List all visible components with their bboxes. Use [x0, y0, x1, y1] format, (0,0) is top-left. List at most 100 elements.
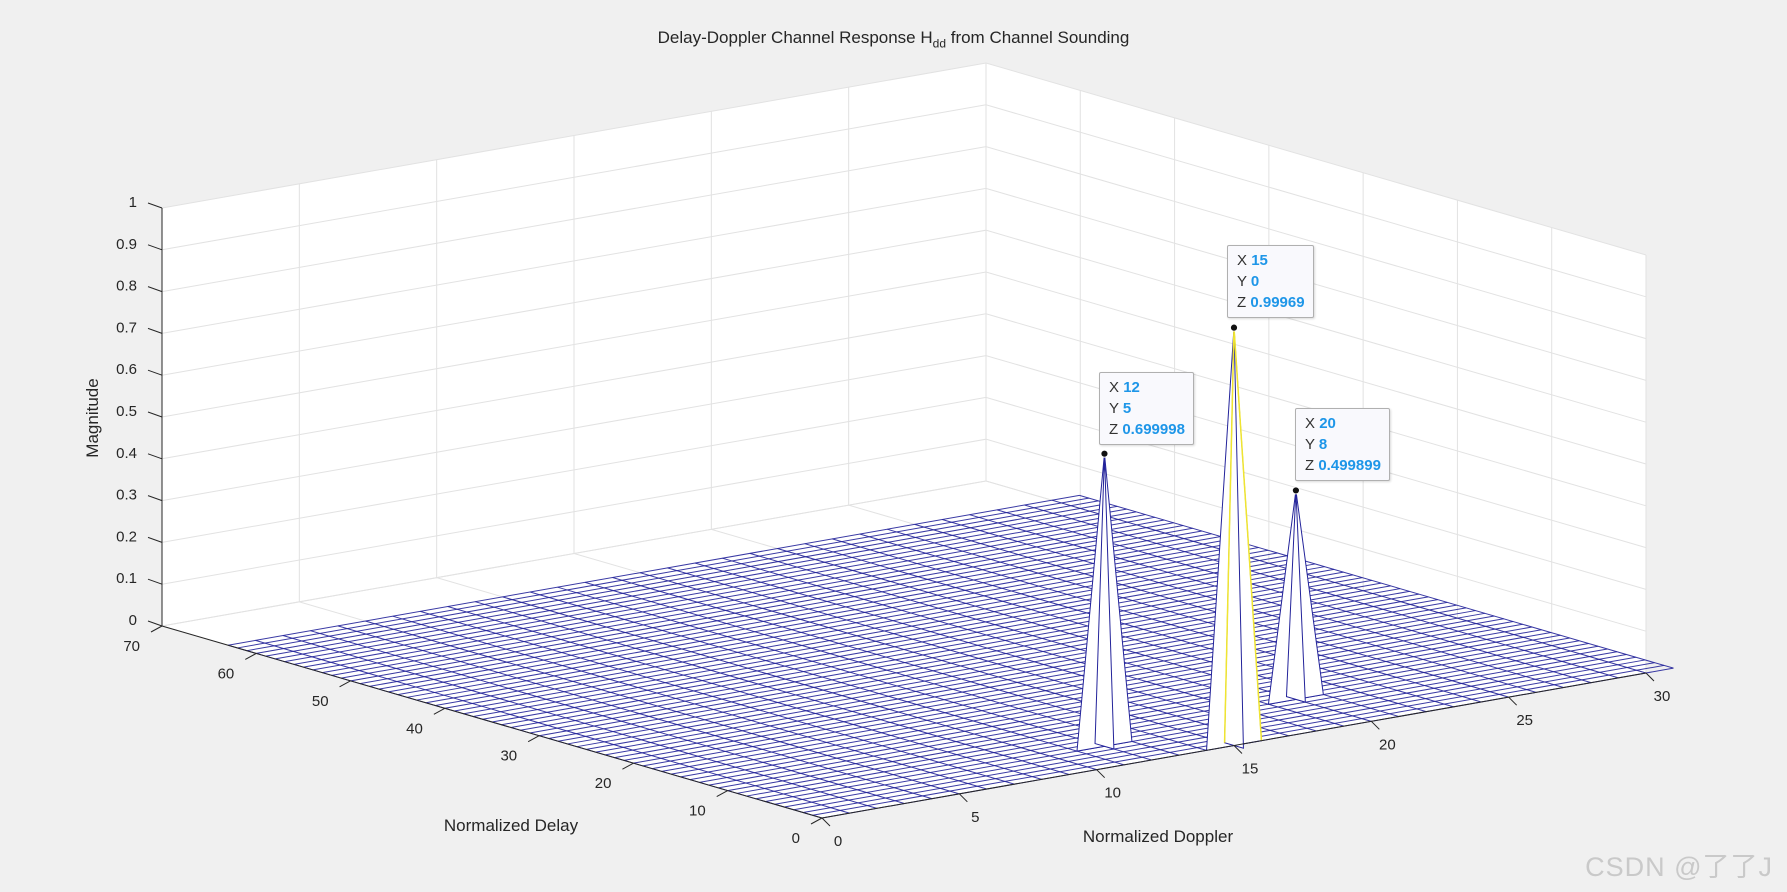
mesh-line-delay: [246, 500, 1099, 652]
mesh-line-delay: [284, 511, 1137, 663]
datatip-x-row: X 12: [1109, 379, 1140, 396]
y-tick-mark: [150, 625, 163, 633]
mesh-line-delay: [633, 612, 1485, 764]
mesh-line-doppler: [1024, 504, 1619, 679]
datatip-y-row: Y 0: [1237, 273, 1260, 290]
z-tick-mark: [147, 327, 163, 334]
x-tick-label: 30: [1654, 688, 1671, 705]
y-tick-mark: [527, 735, 540, 743]
peak-2: [1205, 327, 1263, 751]
datatip-x-row: X 15: [1237, 252, 1268, 269]
mesh-line-delay: [256, 503, 1108, 654]
datatip-z-row: Z 0.699998: [1109, 421, 1185, 438]
datatip-x-value: 20: [1319, 415, 1336, 432]
mesh-line-doppler: [282, 635, 878, 809]
peak-highlight-edge: [1233, 327, 1263, 741]
datatip-marker: [1230, 323, 1238, 332]
datatip-z-value: 0.499899: [1318, 457, 1381, 474]
mesh-line-doppler: [832, 538, 1427, 713]
surface-peaks: [1076, 327, 1324, 752]
mesh-line-delay: [746, 645, 1599, 797]
z-tick-label: 0.1: [116, 570, 137, 587]
x-tick-label: 15: [1242, 761, 1259, 778]
mesh-line-delay: [501, 574, 1353, 726]
mesh-line-delay: [265, 505, 1118, 657]
mesh-line-doppler: [529, 591, 1125, 766]
mesh-line-doppler: [255, 639, 850, 814]
y-tick-mark: [622, 762, 634, 770]
mesh-line-delay: [369, 536, 1221, 687]
mesh-line-delay: [322, 522, 1174, 674]
mesh-line-delay: [444, 557, 1297, 709]
mesh-line-delay: [774, 653, 1627, 805]
x-axis-label: Normalized Doppler: [1083, 827, 1234, 846]
datatip-peak-3[interactable]: X 20 Y 8 Z 0.499899: [1295, 408, 1390, 481]
mesh-line-delay: [567, 593, 1419, 745]
x-tick-mark: [1370, 720, 1380, 730]
mesh-line-doppler: [859, 533, 1454, 708]
mesh-line-doppler: [1051, 499, 1647, 674]
z-tick-label: 0.6: [116, 361, 137, 378]
datatip-y-value: 8: [1318, 436, 1328, 453]
y-tick-mark: [245, 652, 257, 660]
mesh-line-doppler: [1079, 494, 1674, 669]
mesh-line-delay: [359, 533, 1212, 685]
z-tick-label: 0.9: [116, 236, 137, 253]
z-tick-label: 0.3: [116, 487, 137, 504]
y-tick-label: 40: [406, 720, 423, 737]
z-tick-mark: [147, 536, 163, 543]
x-tick-mark: [1096, 769, 1106, 779]
peak-face: [1285, 490, 1306, 703]
z-tick-mark: [147, 453, 163, 460]
z-tick-label: 0.2: [116, 528, 137, 545]
y-axis-label: Normalized Delay: [444, 816, 579, 835]
mesh-line-delay: [416, 549, 1269, 701]
mesh-line-delay: [623, 610, 1476, 761]
mesh-line-doppler: [310, 630, 905, 804]
y-tick-mark: [339, 680, 351, 688]
mesh-line-delay: [275, 508, 1127, 660]
z-tick-mark: [147, 244, 163, 251]
datatip-peak-2[interactable]: X 15 Y 0 Z 0.99969: [1227, 245, 1314, 318]
peak-highlight-edge: [1223, 327, 1235, 743]
axes-back-panes: [162, 63, 1646, 818]
datatip-peak-1[interactable]: X 12 Y 5 Z 0.699998: [1099, 372, 1194, 445]
mesh-line-delay: [755, 648, 1608, 800]
mesh-line-delay: [237, 497, 1089, 649]
mesh-line-delay: [614, 607, 1467, 759]
mesh-line-doppler: [887, 528, 1482, 703]
mesh-line-delay: [652, 618, 1504, 770]
z-tick-mark: [147, 369, 163, 376]
mesh-line-doppler: [420, 610, 1015, 785]
mesh-line-doppler: [392, 615, 987, 790]
x-tick-label: 0: [834, 833, 842, 850]
mesh-line-delay: [425, 552, 1278, 704]
mesh-line-doppler: [639, 572, 1235, 746]
z-tick-label: 0.8: [116, 278, 137, 295]
z-tick-mark: [147, 495, 163, 502]
x-tick-label: 20: [1379, 736, 1396, 753]
mesh-line-doppler: [337, 625, 933, 800]
x-tick-mark: [1508, 696, 1518, 706]
x-tick-label: 5: [971, 809, 979, 826]
mesh-line-delay: [312, 519, 1165, 671]
y-tick-label: 50: [312, 693, 329, 710]
x-tick-mark: [1233, 745, 1243, 754]
datatip-z-row: Z 0.99969: [1237, 294, 1305, 311]
z-tick-mark: [147, 411, 163, 418]
watermark: CSDN @了了J: [1585, 852, 1773, 882]
mesh-line-doppler: [365, 620, 960, 795]
mesh-line-delay: [454, 560, 1306, 712]
z-axis-label: Magnitude: [83, 378, 102, 457]
mesh-line-delay: [293, 514, 1146, 665]
mesh-line-delay: [350, 530, 1203, 682]
chart-title-subscript: dd: [932, 36, 946, 51]
z-tick-label: 0: [129, 612, 137, 629]
peak-1: [1076, 453, 1133, 752]
mesh-line-delay: [765, 651, 1617, 803]
mesh-line-doppler: [914, 523, 1509, 698]
mesh-line-delay: [548, 588, 1401, 739]
y-tick-label: 70: [123, 638, 140, 655]
datatip-y-value: 5: [1122, 400, 1132, 417]
mesh-line-delay: [708, 634, 1561, 786]
